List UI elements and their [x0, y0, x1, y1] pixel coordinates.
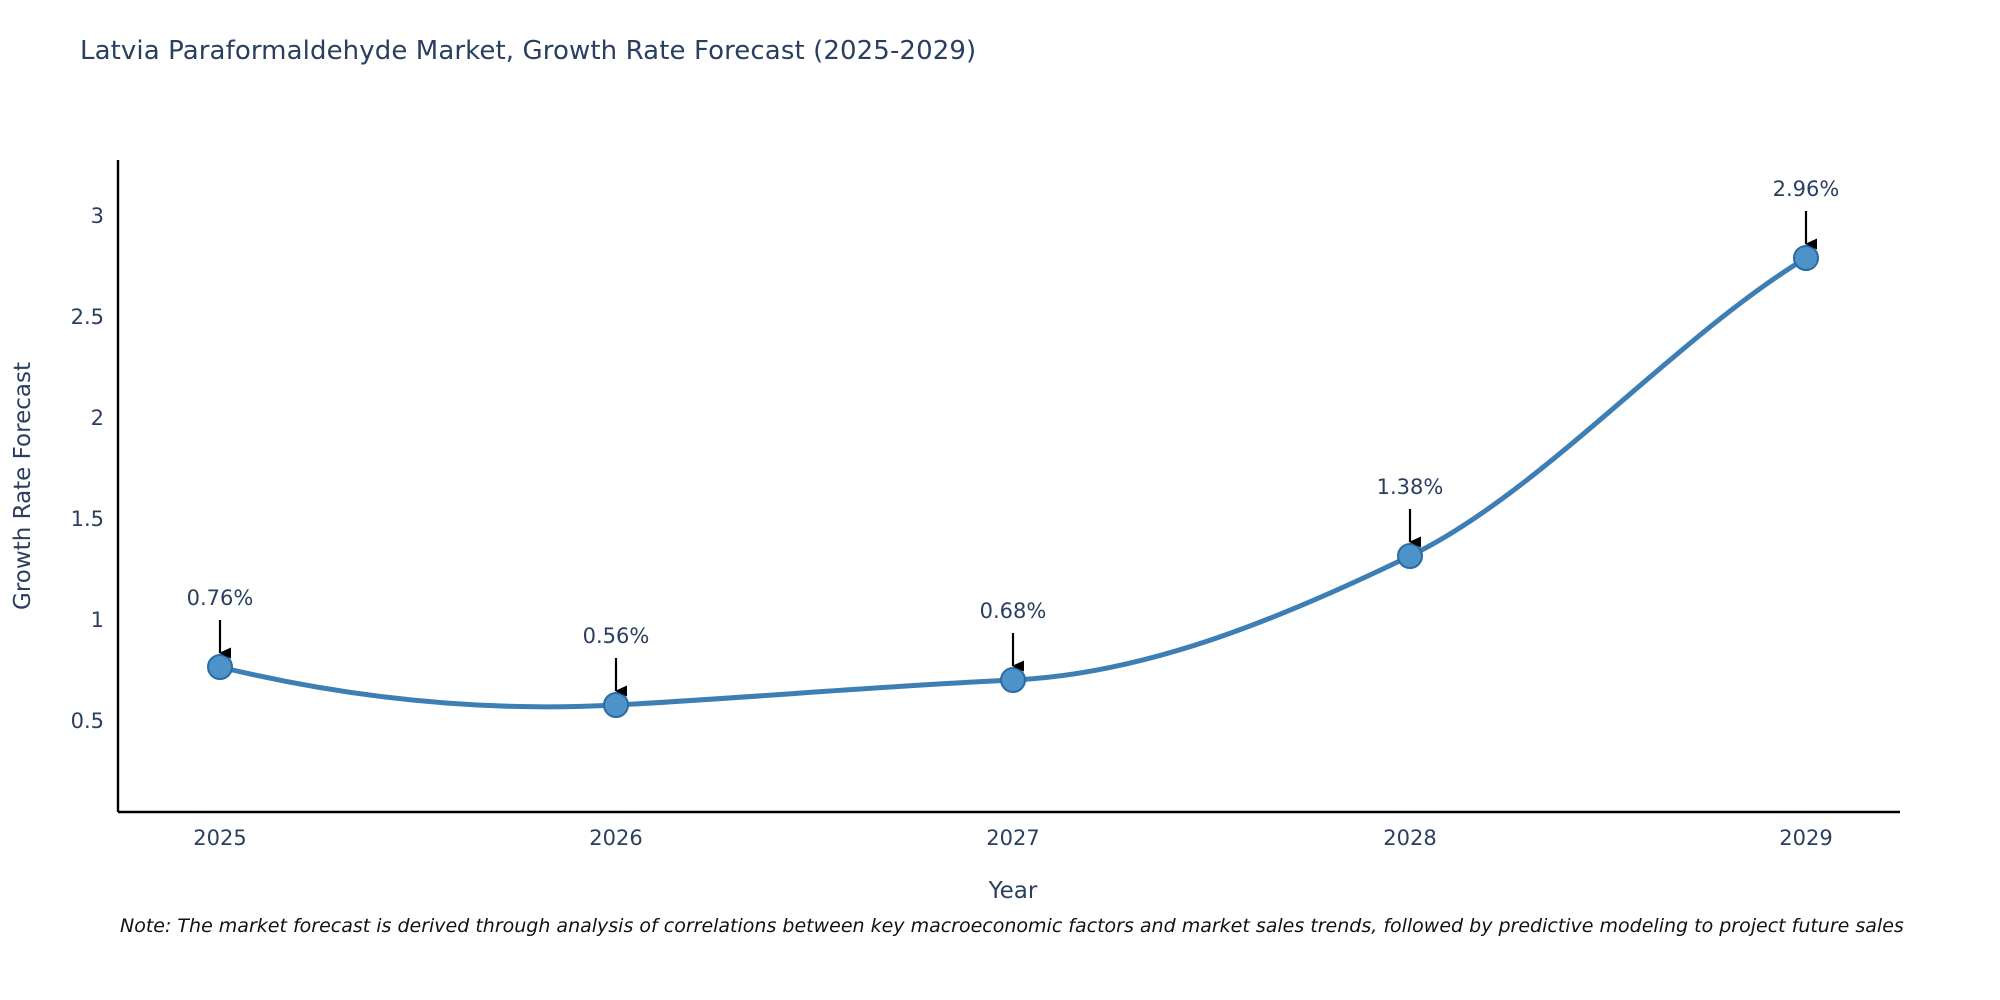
data-point-marker[interactable]	[603, 692, 629, 718]
y-tick-label: 1	[91, 608, 104, 632]
x-tick-labels: 2025 2026 2027 2028 2029	[193, 826, 1832, 850]
chart-footnote: Note: The market forecast is derived thr…	[120, 915, 1904, 937]
chart-title: Latvia Paraformaldehyde Market, Growth R…	[80, 36, 977, 66]
annotation-2028: 1.38%	[1377, 475, 1444, 548]
annotation-label: 0.56%	[583, 624, 650, 648]
data-point-marker[interactable]	[1793, 245, 1819, 271]
annotation-label: 0.76%	[187, 586, 254, 610]
annotation-2025: 0.76%	[187, 586, 254, 659]
y-tick-label: 2.5	[71, 305, 104, 329]
annotation-label: 1.38%	[1377, 475, 1444, 499]
y-tick-label: 0.5	[71, 709, 104, 733]
x-tick-label: 2029	[1779, 826, 1832, 850]
y-tick-label: 2	[91, 406, 104, 430]
data-point-marker[interactable]	[1397, 543, 1423, 569]
x-tick-label: 2025	[193, 826, 246, 850]
annotation-label: 0.68%	[980, 599, 1047, 623]
annotation-label: 2.96%	[1773, 177, 1840, 201]
data-point-marker[interactable]	[207, 654, 233, 680]
annotation-2026: 0.56%	[583, 624, 650, 697]
y-axis-title: Growth Rate Forecast	[10, 362, 36, 610]
x-tick-label: 2028	[1383, 826, 1436, 850]
y-tick-label: 3	[91, 204, 104, 228]
x-tick-label: 2026	[589, 826, 642, 850]
x-axis-title: Year	[988, 878, 1038, 904]
y-tick-label: 1.5	[71, 507, 104, 531]
annotation-2027: 0.68%	[980, 599, 1047, 672]
annotation-2029: 2.96%	[1773, 177, 1840, 250]
data-point-marker[interactable]	[1000, 667, 1026, 693]
y-tick-labels: 0.5 1 1.5 2 2.5 3	[71, 204, 104, 733]
x-tick-label: 2027	[986, 826, 1039, 850]
